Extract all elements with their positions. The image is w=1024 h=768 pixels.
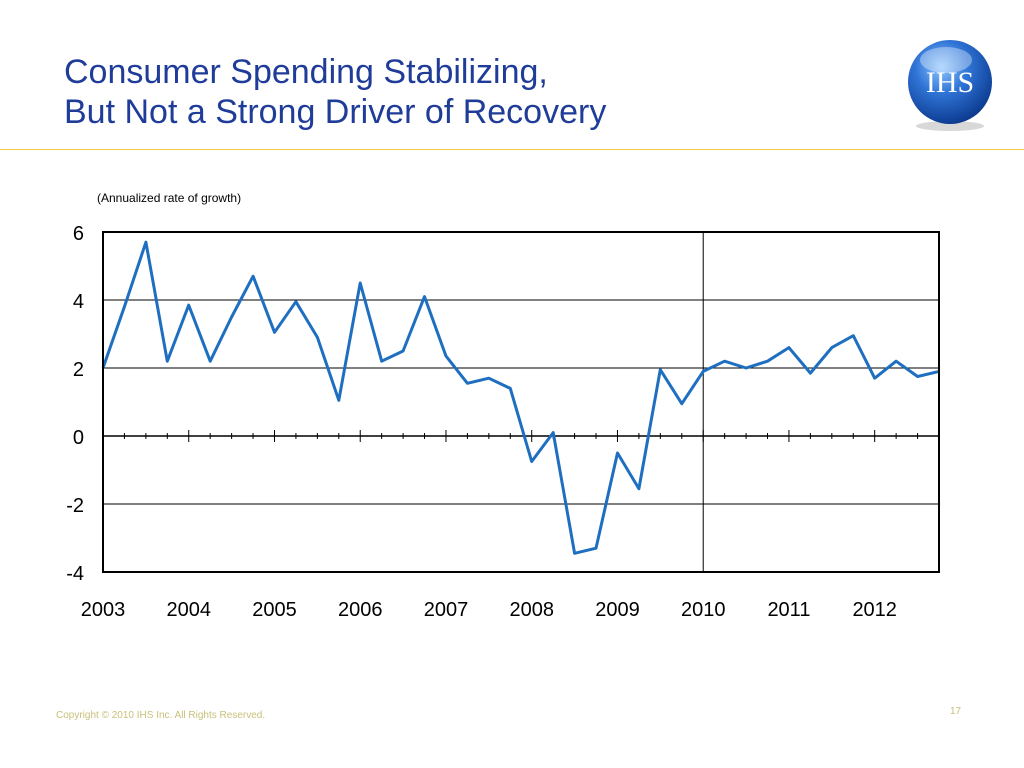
y-axis-label: (Annualized rate of growth) — [97, 191, 241, 205]
x-tick-label: 2005 — [252, 599, 297, 621]
x-tick-label: 2008 — [509, 599, 554, 621]
logo-text: IHS — [926, 66, 974, 99]
plot-frame — [102, 231, 940, 573]
page-number: 17 — [950, 706, 962, 717]
x-tick-label: 2006 — [338, 599, 383, 621]
x-tick-label: 2009 — [595, 599, 640, 621]
y-tick-label: -4 — [66, 563, 84, 585]
x-tick-label: 2011 — [767, 599, 810, 621]
x-tick-label: 2010 — [681, 599, 726, 621]
x-tick-label: 2004 — [166, 599, 211, 621]
slide-title-line-1: Consumer Spending Stabilizing, — [64, 53, 548, 91]
title-divider — [0, 149, 1024, 150]
x-tick-label: 2003 — [81, 599, 126, 621]
y-tick-label: 6 — [73, 223, 84, 245]
line-chart: (Annualized rate of growth) 6 4 2 0 -2 -4 2003… — [66, 191, 940, 621]
series-line — [101, 240, 940, 555]
ihs-logo: IHS — [908, 40, 992, 131]
y-tick-label: -2 — [66, 495, 84, 517]
slide-title-line-2: But Not a Strong Driver of Recovery — [64, 93, 607, 131]
x-tick-label: 2012 — [852, 599, 897, 621]
copyright-footer: Copyright © 2010 IHS Inc. All Rights Res… — [56, 710, 266, 721]
y-tick-label: 0 — [73, 427, 84, 449]
y-tick-label: 2 — [73, 359, 84, 381]
slide-title: Consumer Spending Stabilizing, But Not a… — [64, 52, 606, 132]
x-tick-label: 2007 — [424, 599, 469, 621]
y-tick-label: 4 — [73, 291, 84, 313]
